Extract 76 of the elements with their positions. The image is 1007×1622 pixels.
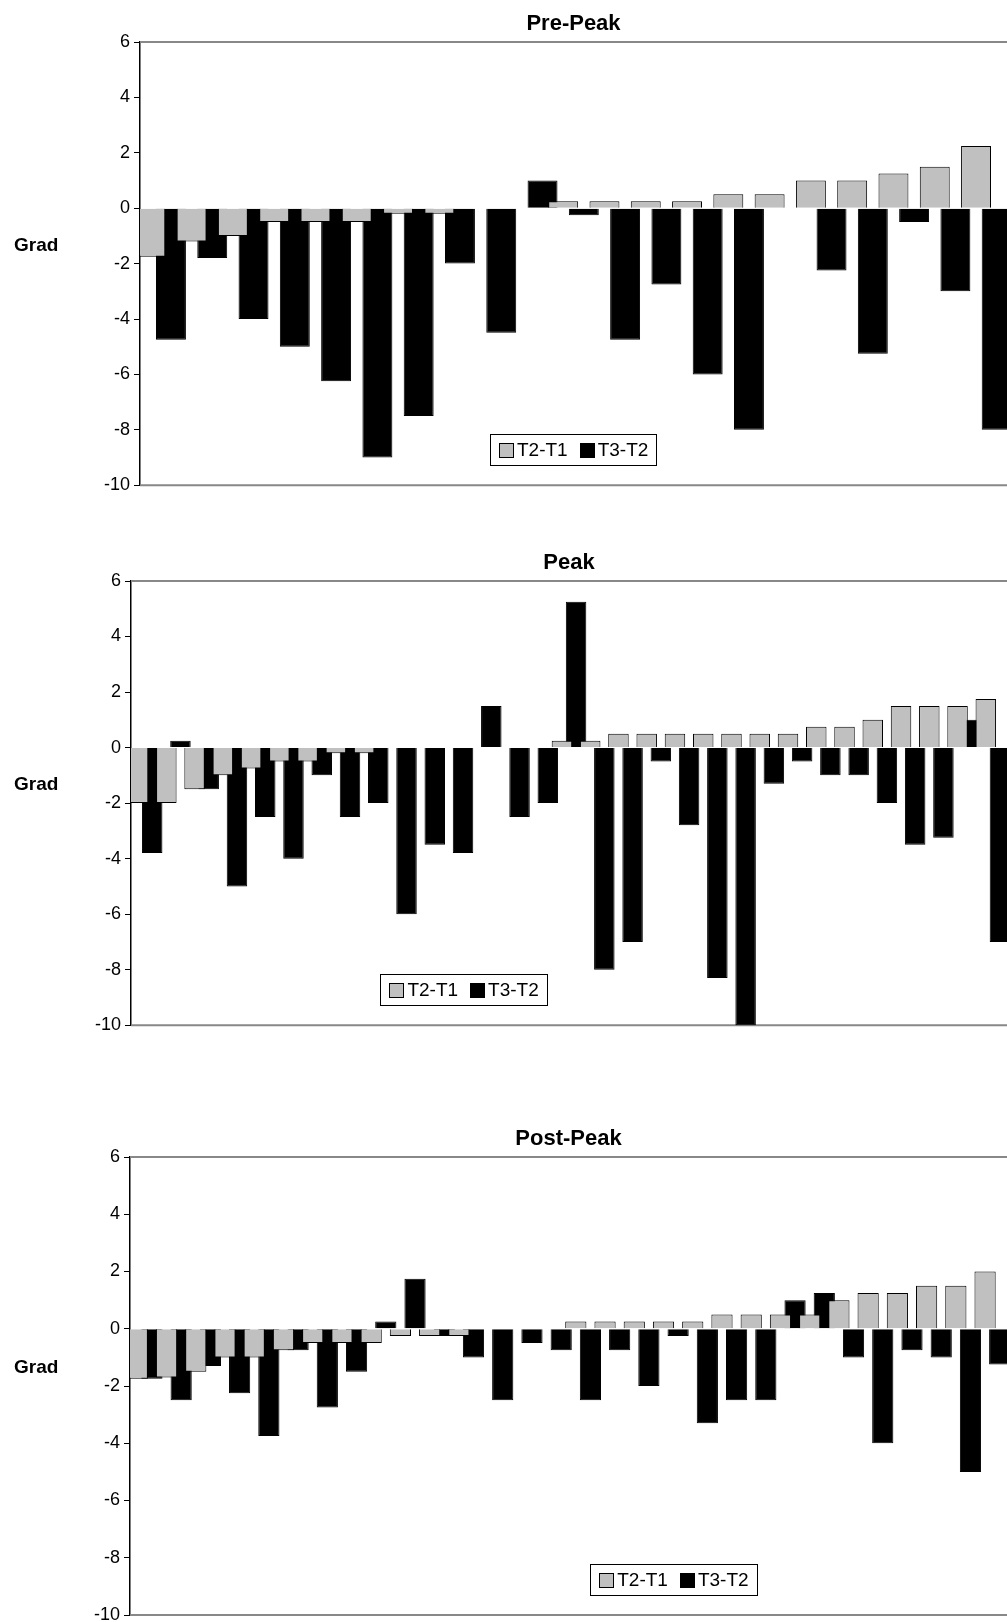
- legend-label: T3-T2: [488, 979, 539, 1002]
- y-tick-label: -8: [113, 418, 130, 439]
- bar: [486, 208, 517, 333]
- y-tick-label: -2: [104, 792, 121, 813]
- bar: [568, 208, 599, 216]
- bar: [452, 748, 474, 854]
- legend-label: T2-T1: [407, 979, 459, 1002]
- y-tick-label: 6: [110, 569, 121, 590]
- y-tick-label: -4: [103, 1432, 120, 1453]
- bar: [696, 1329, 718, 1424]
- bar: [901, 1329, 923, 1351]
- bar: [820, 748, 841, 776]
- y-tick-label: -10: [103, 474, 130, 495]
- y-axis-title: Grad: [14, 773, 59, 796]
- bar: [403, 208, 434, 416]
- y-axis-title: Grad: [14, 233, 59, 256]
- bar: [930, 1329, 952, 1358]
- y-tick-label: 0: [119, 197, 130, 218]
- chart-title: Post-Peak: [515, 1125, 622, 1151]
- bar: [170, 740, 191, 748]
- bar: [622, 748, 643, 942]
- bar: [492, 1329, 514, 1401]
- y-tick-label: 2: [110, 681, 121, 702]
- legend-label: T2-T1: [517, 439, 568, 462]
- bar: [959, 1329, 982, 1472]
- bar: [509, 748, 530, 817]
- y-tick-label: 4: [119, 86, 130, 107]
- y-tick-label: 4: [109, 1203, 120, 1224]
- bar: [424, 748, 446, 845]
- chart-title: Pre-Peak: [526, 10, 621, 36]
- y-tick-label: -8: [104, 958, 121, 979]
- legend-label: T2-T1: [617, 1569, 668, 1591]
- bar: [734, 208, 764, 430]
- y-tick-label: -6: [113, 363, 130, 384]
- bar: [404, 1278, 426, 1329]
- y-tick-label: 0: [109, 1317, 120, 1338]
- y-tick-label: -4: [104, 847, 121, 868]
- bar: [445, 208, 475, 264]
- bar: [726, 1329, 748, 1401]
- y-tick-label: -6: [103, 1489, 120, 1510]
- y-tick-label: 6: [119, 30, 130, 51]
- bar: [735, 748, 756, 1026]
- legend-label: T3-T2: [697, 1569, 749, 1591]
- legend-label: T3-T2: [597, 439, 649, 462]
- bar: [651, 208, 682, 285]
- bar: [899, 208, 930, 223]
- bar: [638, 1329, 660, 1386]
- bar: [940, 208, 971, 292]
- bar: [755, 1329, 777, 1401]
- bar: [481, 705, 502, 748]
- bar: [842, 1329, 865, 1358]
- bar: [872, 1329, 894, 1444]
- y-tick-label: -4: [113, 307, 130, 328]
- bar: [396, 748, 417, 915]
- y-axis-title: Grad: [14, 1356, 59, 1378]
- y-tick-label: -2: [103, 1374, 120, 1395]
- bar: [550, 1329, 572, 1351]
- y-tick-label: 2: [109, 1260, 120, 1281]
- bar: [933, 748, 954, 838]
- y-tick-label: -10: [94, 1014, 121, 1035]
- bar: [610, 208, 641, 340]
- y-tick-label: -10: [93, 1603, 120, 1622]
- bar: [857, 208, 888, 354]
- bar: [816, 208, 847, 271]
- y-tick-label: 6: [109, 1145, 120, 1166]
- bar: [521, 1329, 543, 1344]
- y-tick-label: 2: [119, 141, 130, 162]
- bar: [609, 1329, 631, 1351]
- y-tick-label: 0: [110, 736, 121, 757]
- y-tick-label: -8: [103, 1546, 120, 1567]
- bar: [579, 1329, 602, 1401]
- chart-title: Peak: [543, 549, 595, 575]
- y-tick-label: -2: [113, 252, 130, 273]
- y-tick-label: 4: [110, 625, 121, 646]
- bar: [692, 208, 723, 375]
- y-tick-label: -6: [104, 903, 121, 924]
